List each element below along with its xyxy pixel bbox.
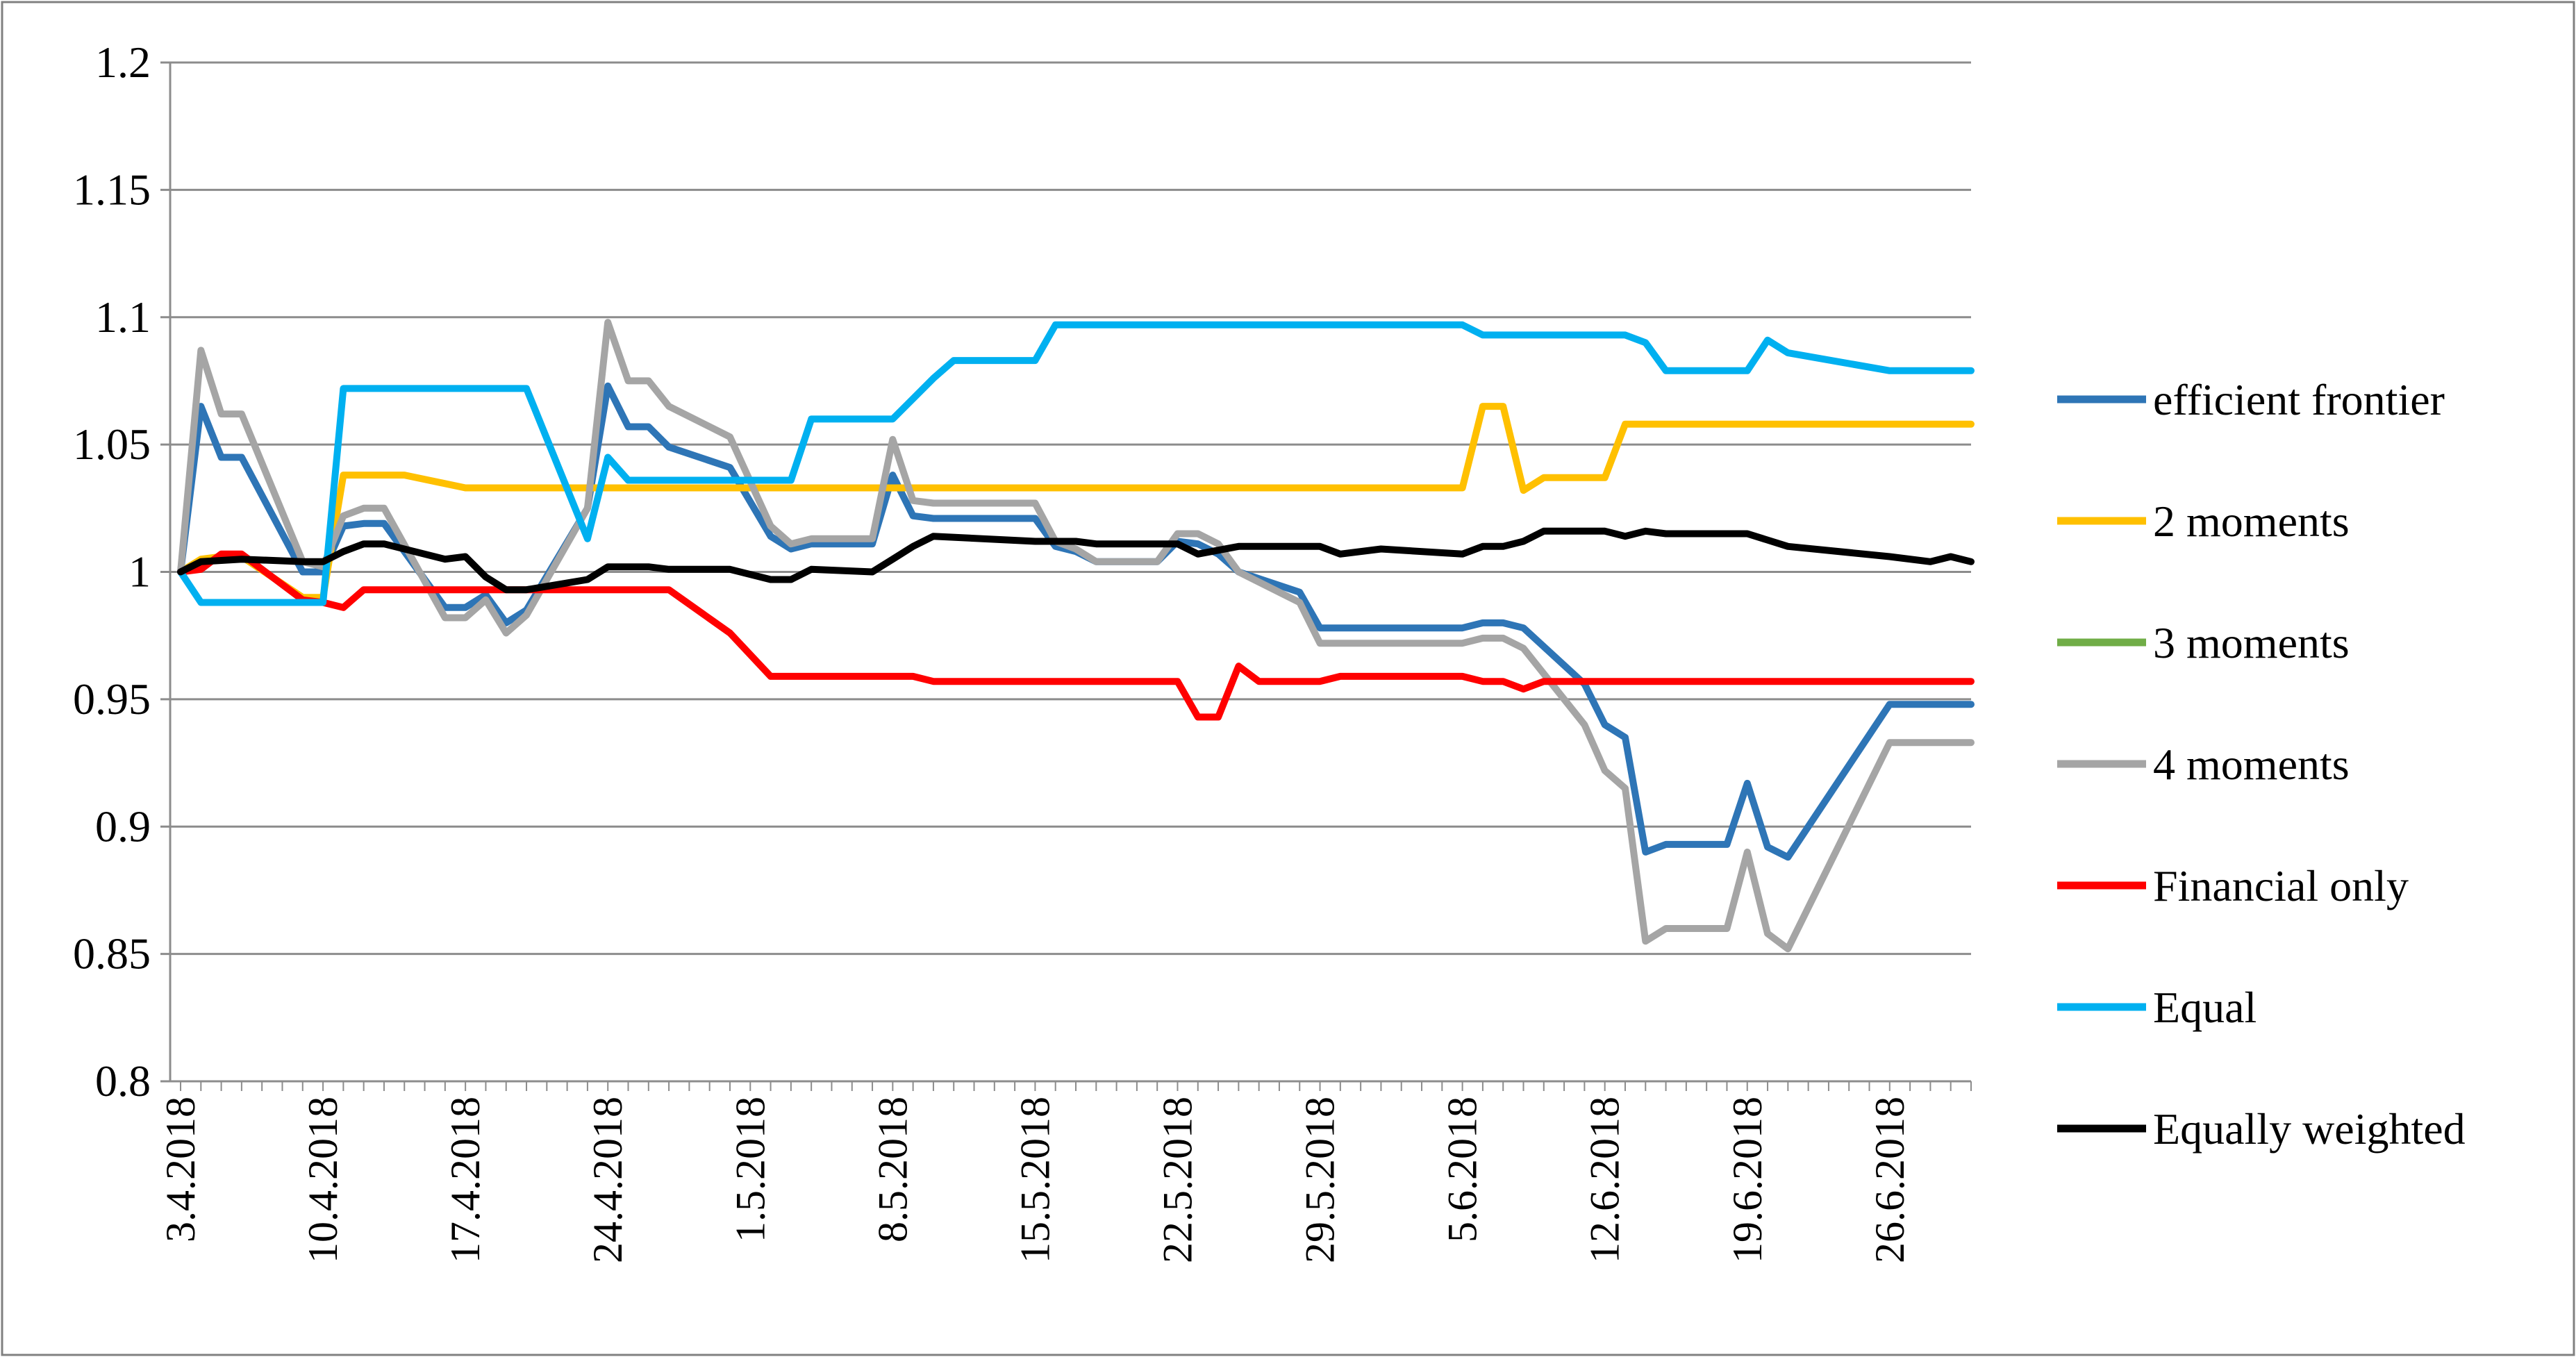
x-tick-label: 24.4.2018 [585,1097,631,1263]
y-tick-label: 1.2 [95,38,151,87]
x-tick-label: 29.5.2018 [1297,1097,1343,1263]
y-tick-label: 0.9 [95,801,151,851]
y-tick-label: 1.05 [73,419,151,469]
y-tick-label: 0.95 [73,674,151,724]
legend-label: efficient frontier [2153,375,2445,424]
y-axis-tick-labels: 0.8 0.85 0.9 0.95 1 1.05 1.1 1.15 1.2 [73,38,151,1106]
legend-label: Financial only [2153,861,2409,910]
legend-item: 3 moments [2057,618,2350,667]
x-tick-label: 26.6.2018 [1867,1097,1913,1263]
x-tick-label: 3.4.2018 [158,1097,203,1242]
legend-item: Financial only [2057,861,2409,910]
series-lines [177,319,1975,953]
x-tick-label: 19.6.2018 [1725,1097,1770,1263]
legend-label: Equally weighted [2153,1104,2466,1154]
legend-item: 2 moments [2057,497,2350,546]
series-line-equally-weighted [177,527,1975,594]
y-tick-label: 1.15 [73,165,151,214]
axes [160,61,1972,1091]
legend: efficient frontier 2 moments 3 moments 4 mo… [2057,375,2466,1154]
x-tick-label: 8.5.2018 [870,1097,915,1242]
x-tick-label: 17.4.2018 [442,1097,488,1263]
legend-label: 2 moments [2153,497,2350,546]
legend-label: 4 moments [2153,740,2350,789]
legend-label: Equal [2153,983,2257,1032]
y-tick-label: 1 [128,547,151,597]
legend-item: Equally weighted [2057,1104,2466,1154]
x-tick-label: 15.5.2018 [1012,1097,1058,1263]
legend-item: 4 moments [2057,740,2350,789]
series-line-4-moments [177,319,1975,953]
legend-label: 3 moments [2153,618,2350,667]
x-tick-label: 12.6.2018 [1582,1097,1628,1263]
x-tick-label: 22.5.2018 [1154,1097,1200,1263]
x-tick-label: 10.4.2018 [300,1097,346,1263]
y-tick-label: 0.85 [73,929,151,979]
y-tick-label: 1.1 [95,292,151,342]
x-axis-tick-labels: 3.4.2018 10.4.2018 17.4.2018 24.4.2018 1.5.2… [158,1097,1913,1263]
legend-item: Equal [2057,983,2257,1032]
legend-item: efficient frontier [2057,375,2445,424]
x-tick-label: 5.6.2018 [1440,1097,1486,1242]
y-tick-label: 0.8 [95,1056,151,1106]
x-tick-label: 1.5.2018 [727,1097,773,1242]
series-line-equal [177,321,1975,606]
series-line-efficient-frontier [177,382,1975,861]
